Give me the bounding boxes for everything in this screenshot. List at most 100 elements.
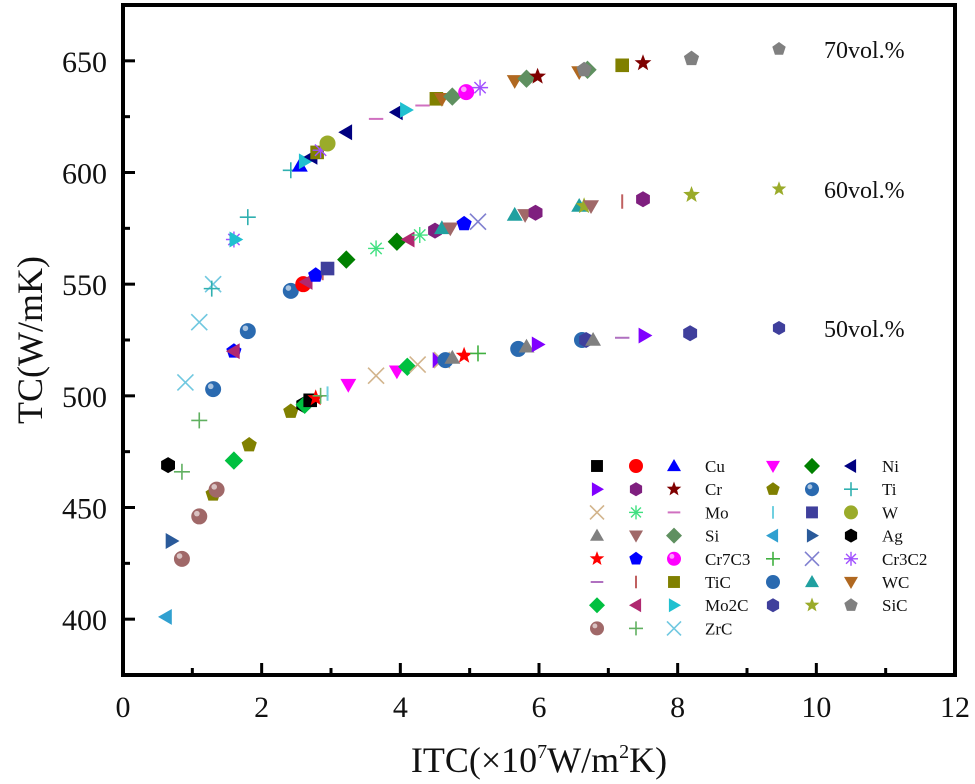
triangle-left-marker: [629, 598, 642, 613]
x-tick-label: 12: [940, 691, 970, 724]
triangle-up-marker: [667, 459, 681, 472]
legend-label: Cu: [705, 457, 725, 476]
triangle-right-marker: [806, 528, 819, 543]
legend-marker: [591, 482, 604, 497]
diamond-marker: [804, 457, 820, 475]
data-point: [298, 153, 313, 170]
data-point: [205, 381, 222, 398]
legend-marker: [806, 528, 819, 543]
data-point: [634, 54, 652, 71]
data-point: [241, 437, 257, 452]
sphere-highlight: [807, 484, 813, 490]
data-point: [583, 200, 599, 214]
data-point: [319, 135, 336, 152]
x-marker-stroke: [176, 373, 194, 391]
square-marker: [615, 58, 629, 73]
data-point: [191, 508, 208, 525]
legend-marker: [590, 621, 604, 636]
pentagon-marker: [772, 42, 786, 55]
circle-marker: [510, 340, 527, 357]
sphere-marker: [458, 84, 475, 101]
legend-marker: [629, 551, 643, 565]
hexagon-marker: [528, 204, 543, 221]
legend-marker: [766, 460, 780, 473]
hexagon-marker: [772, 321, 786, 335]
legend-marker: [806, 506, 818, 519]
hexagon-marker: [161, 457, 175, 474]
legend-marker: [844, 576, 858, 589]
legend-marker: [590, 528, 604, 541]
legend-marker: [667, 551, 681, 566]
x-marker-stroke: [469, 213, 487, 231]
triangle-right-marker: [531, 336, 546, 353]
sphere-marker: [805, 482, 819, 497]
data-point: [517, 69, 536, 88]
asterisk-center: [374, 246, 378, 250]
circle-marker: [844, 505, 858, 520]
legend-marker: [766, 528, 779, 543]
legend-label: TiC: [705, 573, 731, 592]
triangle-left-marker: [388, 104, 403, 121]
hexagon-marker: [766, 598, 780, 613]
data-point: [615, 58, 629, 73]
pentagon-marker: [844, 598, 858, 611]
asterisk-center: [319, 148, 323, 152]
triangle-left-marker: [158, 609, 172, 625]
legend-marker: [805, 575, 819, 588]
triangle-down-marker: [766, 460, 780, 473]
legend-marker: [844, 482, 858, 497]
data-point: [191, 412, 208, 429]
data-point: [411, 227, 428, 244]
legend-marker: [666, 620, 682, 636]
data-point: [367, 367, 385, 385]
legend-label: WC: [882, 573, 909, 592]
y-tick-label: 400: [62, 604, 107, 637]
star-marker: [634, 54, 652, 71]
triangle-left-marker: [766, 528, 779, 543]
x-marker-stroke: [589, 504, 605, 520]
data-point: [683, 325, 698, 342]
x-marker-stroke: [409, 356, 427, 374]
legend-marker: [668, 576, 680, 588]
data-point: [458, 84, 475, 101]
data-point: [161, 457, 175, 474]
sphere-marker: [667, 551, 681, 566]
legend-label: Cr7C3: [705, 550, 750, 569]
star-marker: [666, 481, 682, 496]
asterisk-center: [418, 233, 422, 237]
triangle-right-marker: [638, 327, 653, 344]
x-tick-label: 10: [801, 691, 831, 724]
data-point: [388, 104, 403, 121]
data-point: [638, 327, 653, 344]
x-label-post: K): [629, 740, 667, 780]
sphere-marker: [590, 621, 604, 636]
data-point: [400, 231, 415, 248]
data-point: [337, 250, 356, 269]
y-axis-label: TC(W/mK): [10, 256, 50, 424]
data-point: [158, 609, 172, 625]
pentagon-marker: [576, 61, 592, 77]
data-point: [203, 280, 220, 297]
data-point: [434, 220, 450, 235]
triangle-down-marker: [583, 200, 599, 214]
triangle-down-marker: [844, 576, 858, 589]
triangle-right-marker: [229, 231, 244, 248]
legend-label: Cr: [705, 480, 722, 499]
data-point: [469, 213, 487, 231]
x-tick-label: 6: [532, 691, 547, 724]
sphere-highlight: [285, 285, 292, 291]
triangle-right-marker: [165, 533, 180, 549]
legend-marker: [805, 482, 819, 497]
data-point: [443, 87, 462, 106]
legend-marker: [667, 459, 681, 472]
legend-marker: [844, 459, 857, 473]
y-tick-label: 600: [62, 158, 107, 191]
triangle-down-marker: [340, 378, 357, 393]
square-marker: [591, 460, 603, 472]
data-point: [368, 240, 385, 257]
y-tick-label: 550: [62, 269, 107, 302]
legend-marker: [629, 482, 643, 497]
data-point: [472, 79, 489, 96]
data-point: [683, 50, 700, 66]
